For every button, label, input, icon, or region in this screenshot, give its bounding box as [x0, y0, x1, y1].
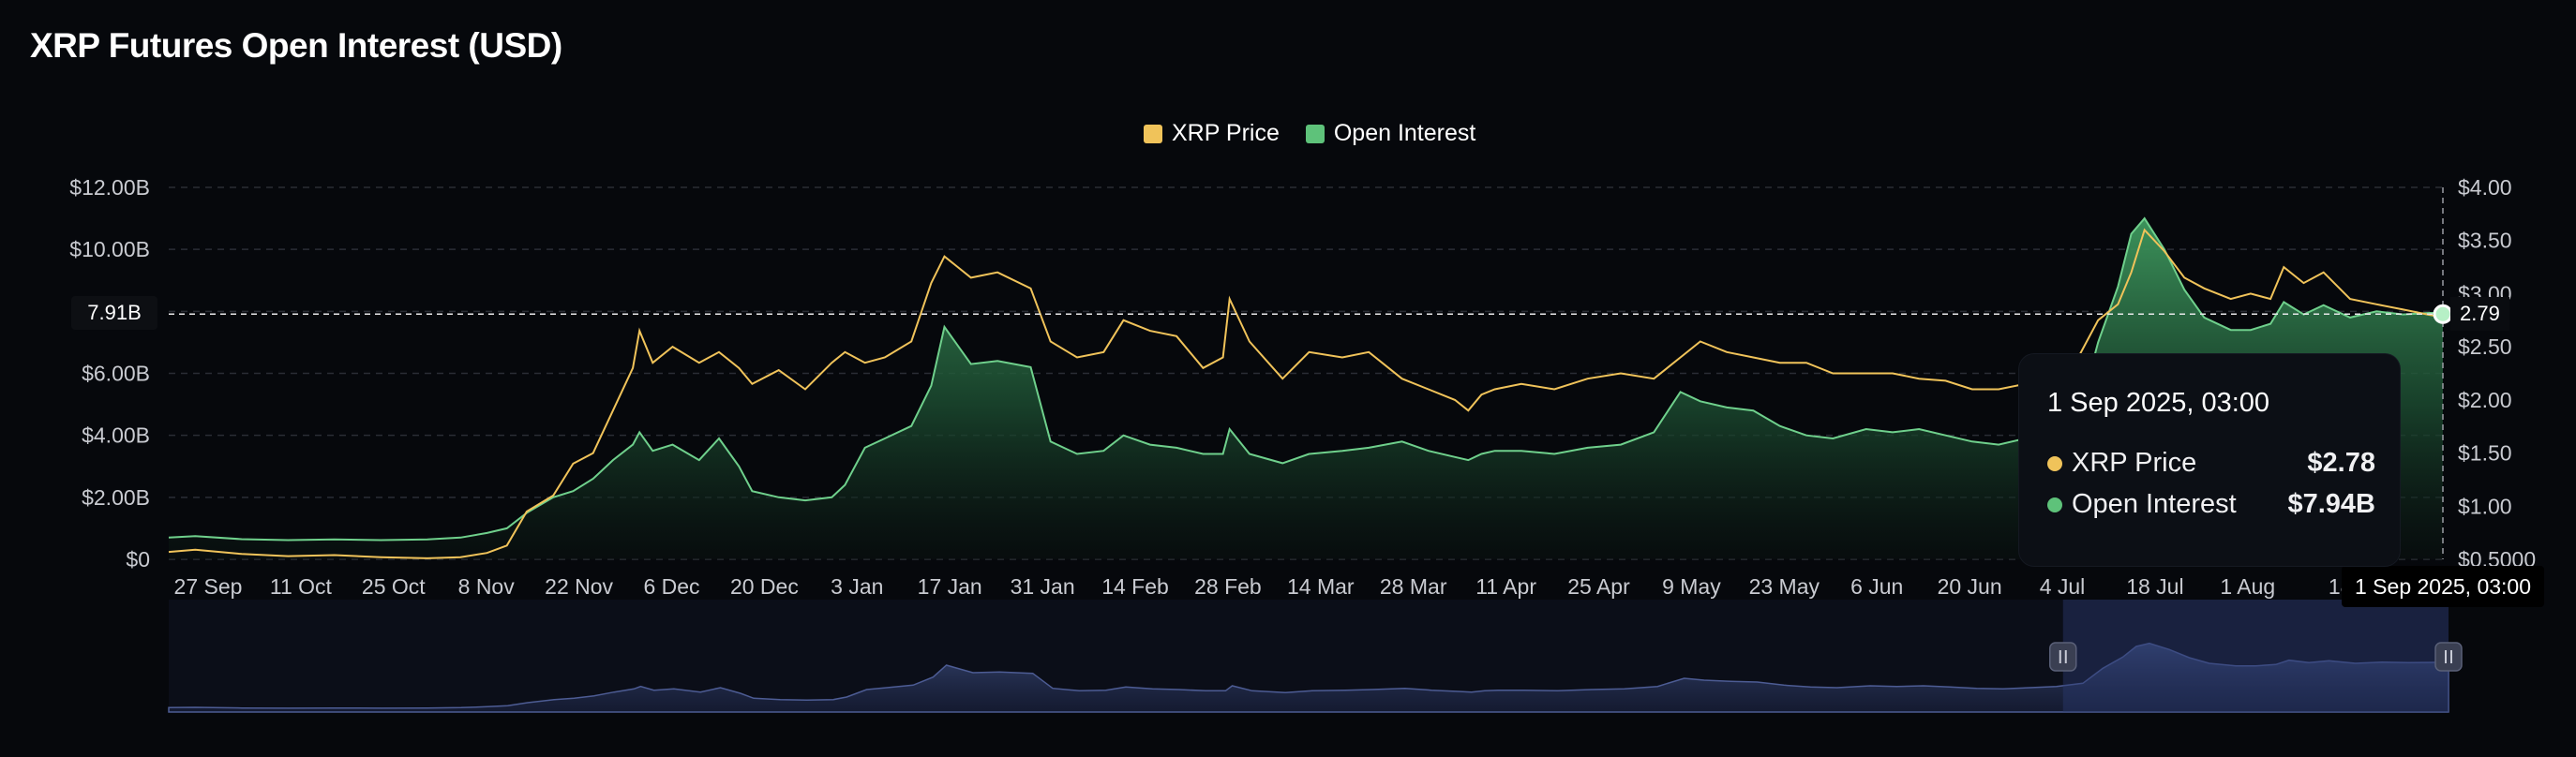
y-right-tick-label: $2.00 [2458, 388, 2512, 412]
x-tick-label: 28 Mar [1380, 574, 1447, 599]
x-tick-label: 6 Dec [643, 574, 699, 599]
chart-legend: XRP Price Open Interest [1144, 120, 1475, 147]
tooltip-label-xrp-price: XRP Price [2072, 448, 2197, 478]
y-left-tick-label: $6.00B [82, 362, 150, 386]
open-interest-area-fill [169, 218, 2443, 559]
x-tick-label: 23 May [1749, 574, 1820, 599]
crosshair-right-value: 2.79 [2450, 297, 2509, 331]
xrp-price-series-line [168, 228, 2444, 559]
chart-tooltip: 1 Sep 2025, 03:00 XRP Price $2.78 Open I… [2019, 354, 2400, 566]
x-tick-label: 1 Aug [2220, 574, 2275, 599]
tooltip-row-open-interest: Open Interest $7.94B [2047, 489, 2375, 520]
open-interest-series-line [168, 216, 2444, 542]
x-tick-label: 3 Jan [831, 574, 883, 599]
range-navigator[interactable] [168, 600, 2463, 713]
legend-label-xrp-price: XRP Price [1172, 120, 1280, 146]
legend-swatch-open-interest [1305, 124, 1325, 143]
y-left-tick-label: $10.00B [69, 237, 150, 261]
y-left-tick-label: $0 [126, 547, 150, 571]
xrp-price-line [168, 228, 2444, 559]
x-tick-label: 14 Mar [1287, 574, 1355, 599]
navigator-handle-left[interactable] [2049, 642, 2077, 672]
x-tick-label: 20 Jun [1938, 574, 2002, 599]
chart-title: XRP Futures Open Interest (USD) [30, 26, 562, 65]
tooltip-dot-open-interest [2047, 497, 2062, 512]
x-tick-label: 31 Jan [1011, 574, 1075, 599]
open-interest-area [169, 218, 2443, 559]
crosshair-left-value: 7.91B [71, 296, 157, 330]
x-tick-label: 25 Oct [362, 574, 426, 599]
x-tick-label: 17 Jan [918, 574, 982, 599]
x-tick-label: 11 Oct [270, 574, 333, 599]
crosshair [169, 187, 2453, 559]
legend-item-open-interest[interactable]: Open Interest [1305, 120, 1476, 147]
y-axis-left: $0 $2.00B $4.00B $6.00B $10.00B $12.00B [69, 175, 150, 571]
open-interest-line [168, 216, 2444, 542]
x-tick-label: 11 Apr [1475, 574, 1536, 599]
x-axis: 27 Sep 11 Oct 25 Oct 8 Nov 22 Nov 6 Dec 20 Dec… [174, 574, 2353, 599]
crosshair-marker [2433, 304, 2453, 324]
x-tick-label: 6 Jun [1850, 574, 1903, 599]
y-right-tick-label: $4.00 [2458, 175, 2512, 200]
y-right-tick-label: $3.50 [2458, 229, 2512, 253]
x-tick-label: 27 Sep [174, 574, 243, 599]
tooltip-date: 1 Sep 2025, 03:00 [2047, 388, 2270, 418]
y-right-tick-label: $2.50 [2458, 334, 2512, 359]
y-right-tick-label: $1.00 [2458, 494, 2512, 518]
navigator-selection [2062, 600, 2449, 712]
tooltip-value-xrp-price: $2.78 [2307, 448, 2375, 478]
x-tick-label: 8 Nov [458, 574, 516, 599]
y-left-tick-label: $4.00B [82, 423, 150, 448]
crosshair-date-label: 1 Sep 2025, 03:00 [2342, 566, 2544, 607]
y-left-tick-label: $12.00B [69, 175, 150, 200]
x-tick-label: 4 Jul [2040, 574, 2086, 599]
x-tick-label: 14 Feb [1101, 574, 1169, 599]
tooltip-dot-xrp-price [2047, 455, 2062, 471]
tooltip-label-open-interest: Open Interest [2072, 489, 2237, 519]
y-axis-right: $0.5000$1.00$1.50$2.00$2.50$3.00$3.50$4.… [2458, 175, 2536, 571]
x-tick-label: 18 Jul [2126, 574, 2183, 599]
x-tick-label: 9 May [1662, 574, 1721, 599]
tooltip-row-xrp-price: XRP Price $2.78 [2047, 448, 2375, 479]
x-tick-label: 25 Apr [1567, 574, 1630, 599]
x-tick-label: 28 Feb [1194, 574, 1262, 599]
navigator-series-area [168, 642, 2449, 713]
tooltip-value-open-interest: $7.94B [2287, 489, 2375, 519]
legend-label-open-interest: Open Interest [1333, 120, 1476, 146]
legend-swatch-xrp-price [1144, 124, 1162, 143]
y-left-tick-label: $2.00B [82, 485, 150, 510]
x-tick-label: 22 Nov [545, 574, 613, 599]
navigator-handle-right[interactable] [2434, 642, 2463, 672]
legend-item-xrp-price[interactable]: XRP Price [1144, 120, 1280, 147]
x-tick-label: 20 Dec [730, 574, 799, 599]
y-right-tick-label: $1.50 [2458, 441, 2512, 466]
